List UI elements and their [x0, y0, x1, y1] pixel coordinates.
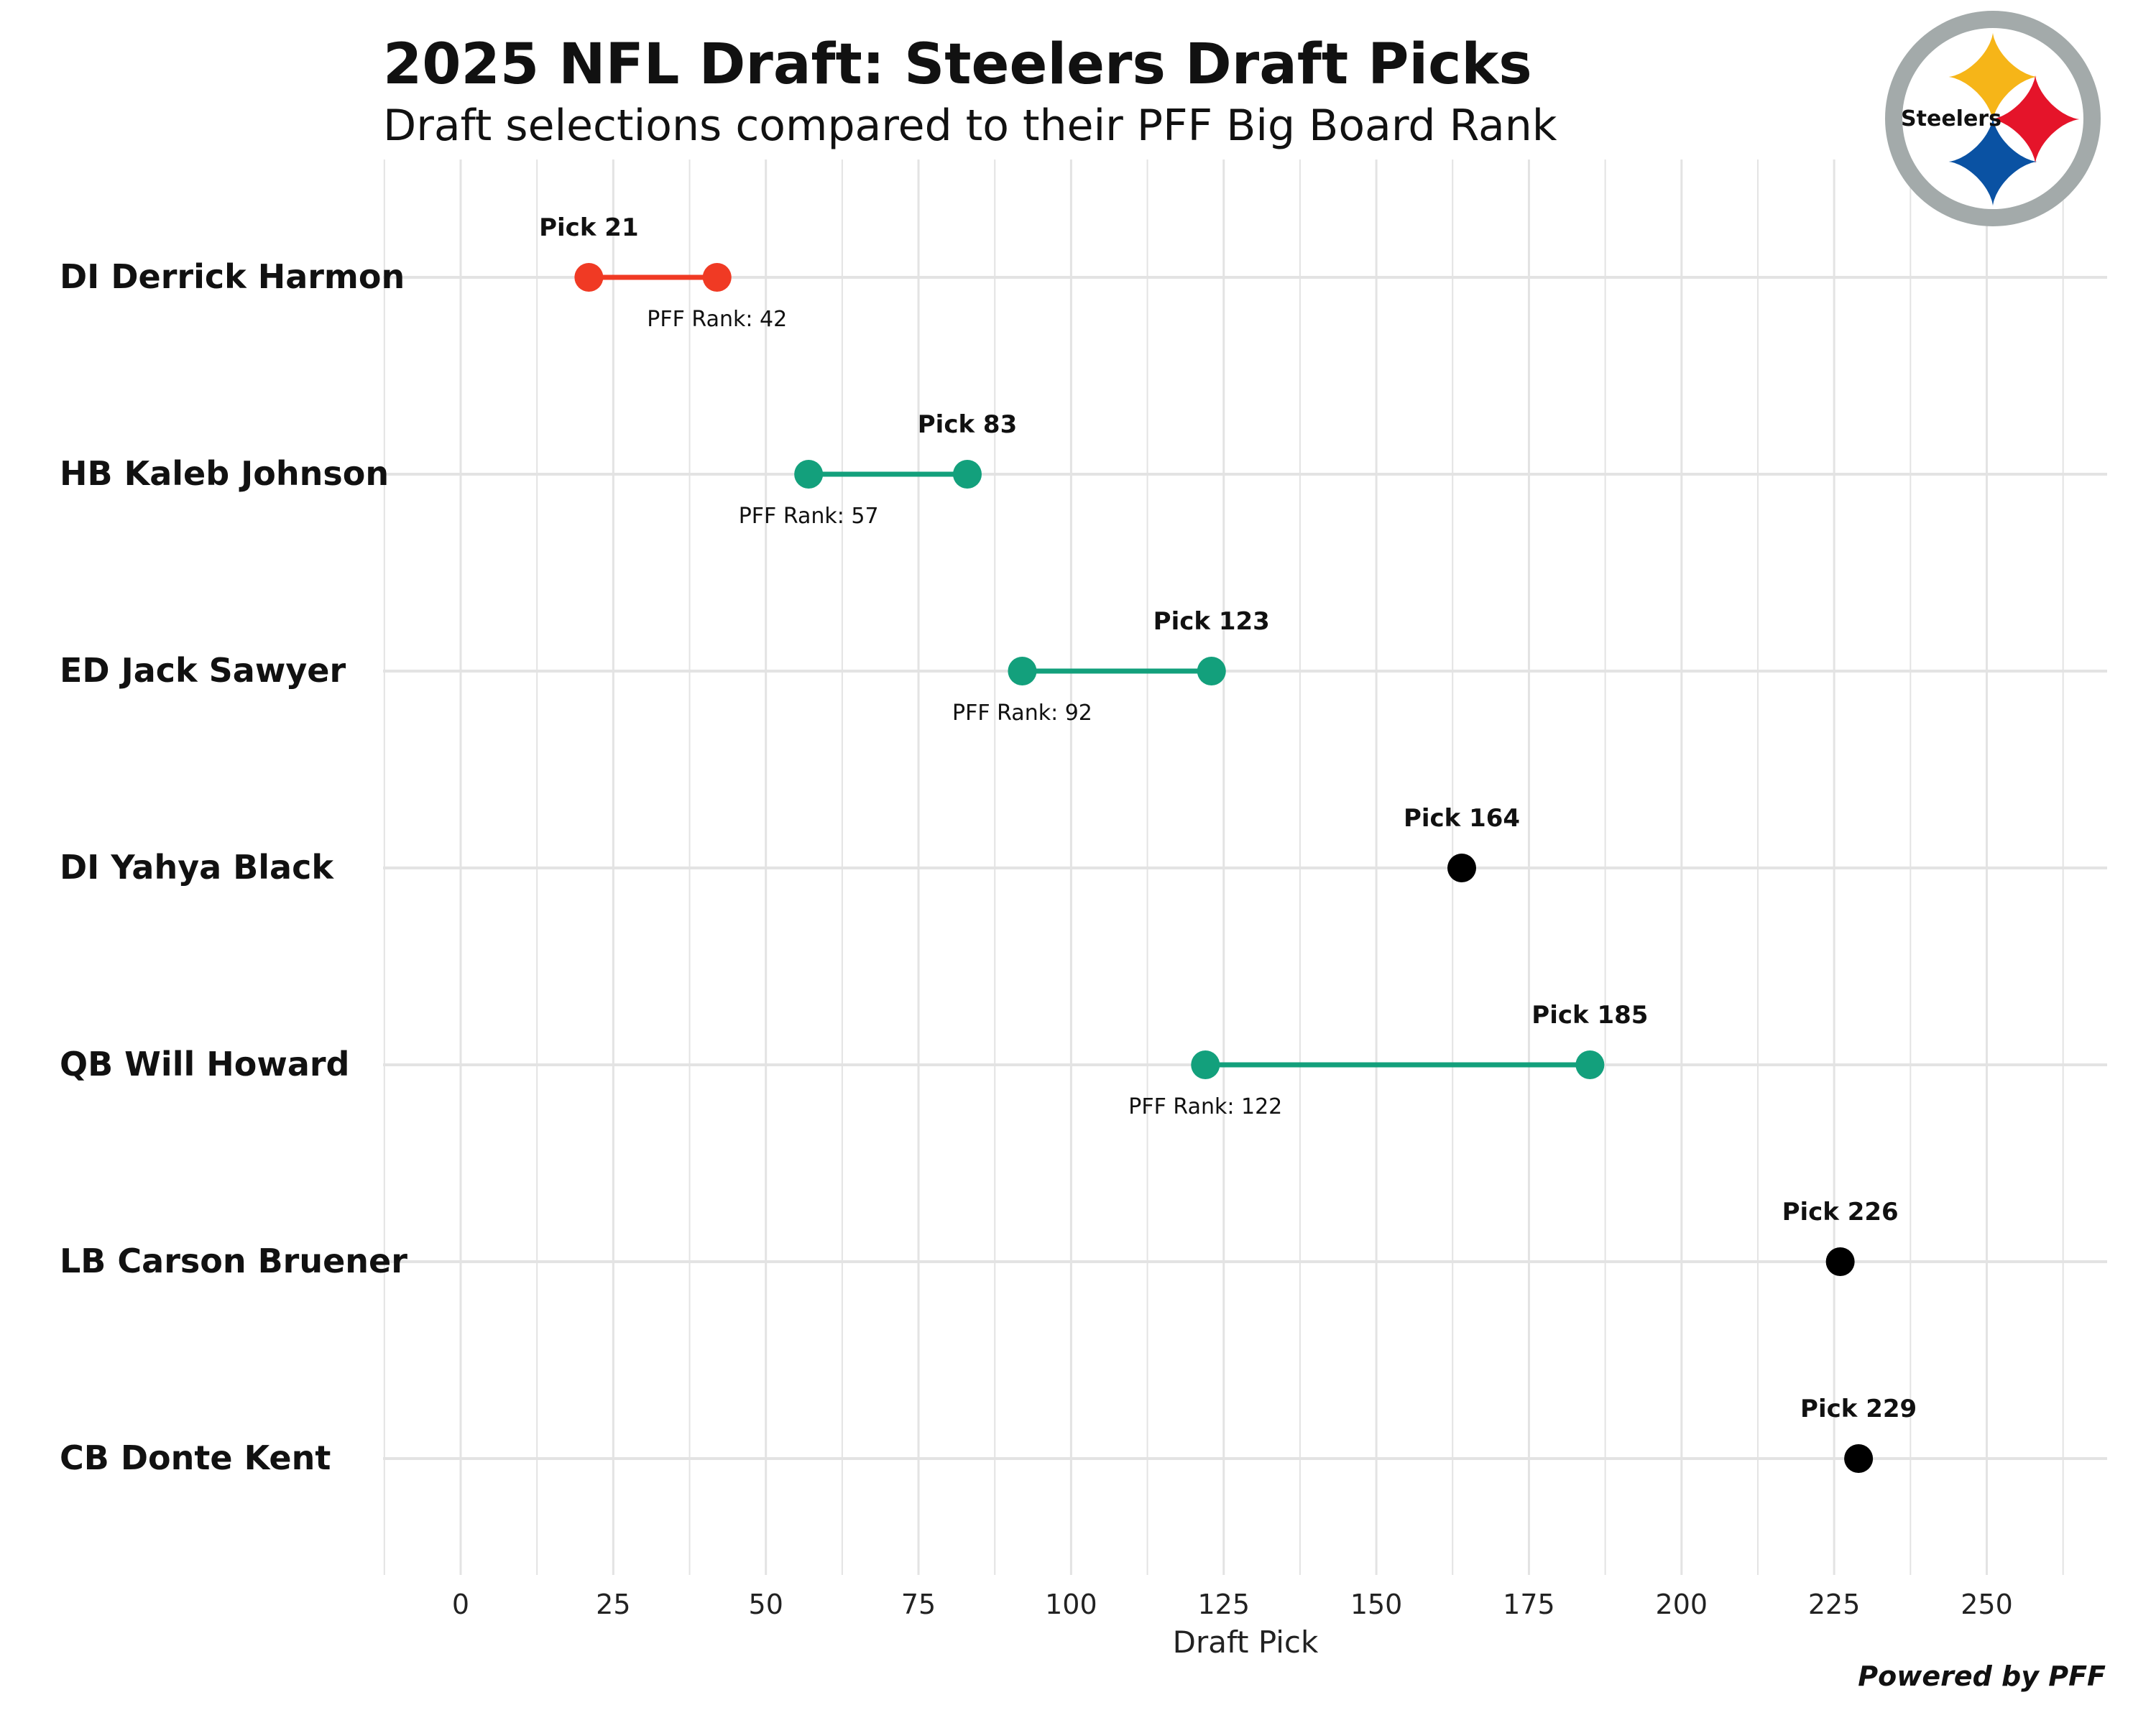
x-tick-label: 75	[901, 1589, 936, 1620]
x-tick-label: 0	[452, 1589, 469, 1620]
chart-subtitle: Draft selections compared to their PFF B…	[383, 101, 1557, 151]
steelers-logo: Steelers	[1885, 11, 2101, 226]
x-tick-label: 100	[1045, 1589, 1097, 1620]
pff-rank-dot	[794, 460, 824, 489]
pick-label: Pick 123	[1153, 607, 1270, 636]
pff-rank-label: PFF Rank: 122	[1128, 1094, 1282, 1119]
powered-by-credit: Powered by PFF	[1858, 1660, 2106, 1692]
logo-gold-hypocycloid	[1948, 32, 2037, 121]
pff-rank-dot	[1191, 1050, 1220, 1079]
player-label: LB Carson Bruener	[60, 1242, 407, 1280]
logo-wordmark: Steelers	[1901, 106, 2001, 131]
x-tick-label: 200	[1656, 1589, 1708, 1620]
marks-layer	[574, 263, 1874, 1473]
pick-label: Pick 229	[1800, 1395, 1917, 1423]
pff-rank-label: PFF Rank: 57	[739, 504, 879, 529]
draft-pick-dot	[1197, 657, 1226, 685]
chart-title: 2025 NFL Draft: Steelers Draft Picks	[383, 32, 1532, 97]
player-label: ED Jack Sawyer	[60, 651, 346, 690]
x-axis-title: Draft Pick	[1173, 1625, 1319, 1660]
player-label: DI Yahya Black	[60, 848, 334, 887]
pick-label: Pick 21	[539, 213, 639, 242]
draft-pick-dot	[953, 460, 982, 489]
logo-red-hypocycloid	[1991, 75, 2080, 164]
player-label: QB Will Howard	[60, 1045, 350, 1084]
draft-pick-dot	[1844, 1444, 1874, 1473]
text-layer: 2025 NFL Draft: Steelers Draft Picks Dra…	[60, 32, 2106, 1692]
x-tick-label: 25	[596, 1589, 630, 1620]
x-tick-label: 125	[1197, 1589, 1250, 1620]
pff-rank-dot	[702, 263, 732, 292]
x-tick-label: 175	[1503, 1589, 1555, 1620]
x-tick-label: 225	[1808, 1589, 1861, 1620]
draft-pick-dot	[1575, 1050, 1605, 1079]
x-tick-label: 50	[749, 1589, 783, 1620]
draft-pick-dot	[574, 263, 604, 292]
player-label: DI Derrick Harmon	[60, 257, 405, 296]
grid-layer	[383, 160, 2107, 1575]
player-label: HB Kaleb Johnson	[60, 454, 389, 493]
logo-blue-hypocycloid	[1948, 117, 2037, 206]
draft-pick-dot	[1447, 854, 1477, 882]
pff-rank-dot	[1008, 657, 1037, 685]
pff-rank-label: PFF Rank: 92	[952, 701, 1092, 726]
draft-pick-dot	[1825, 1247, 1855, 1276]
pff-rank-label: PFF Rank: 42	[647, 307, 787, 332]
pick-label: Pick 83	[918, 410, 1018, 439]
x-tick-label: 250	[1961, 1589, 2013, 1620]
x-tick-label: 150	[1350, 1589, 1403, 1620]
pick-label: Pick 164	[1404, 804, 1520, 833]
pick-label: Pick 185	[1531, 1001, 1648, 1030]
pick-label: Pick 226	[1782, 1198, 1899, 1226]
player-label: CB Donte Kent	[60, 1438, 331, 1477]
